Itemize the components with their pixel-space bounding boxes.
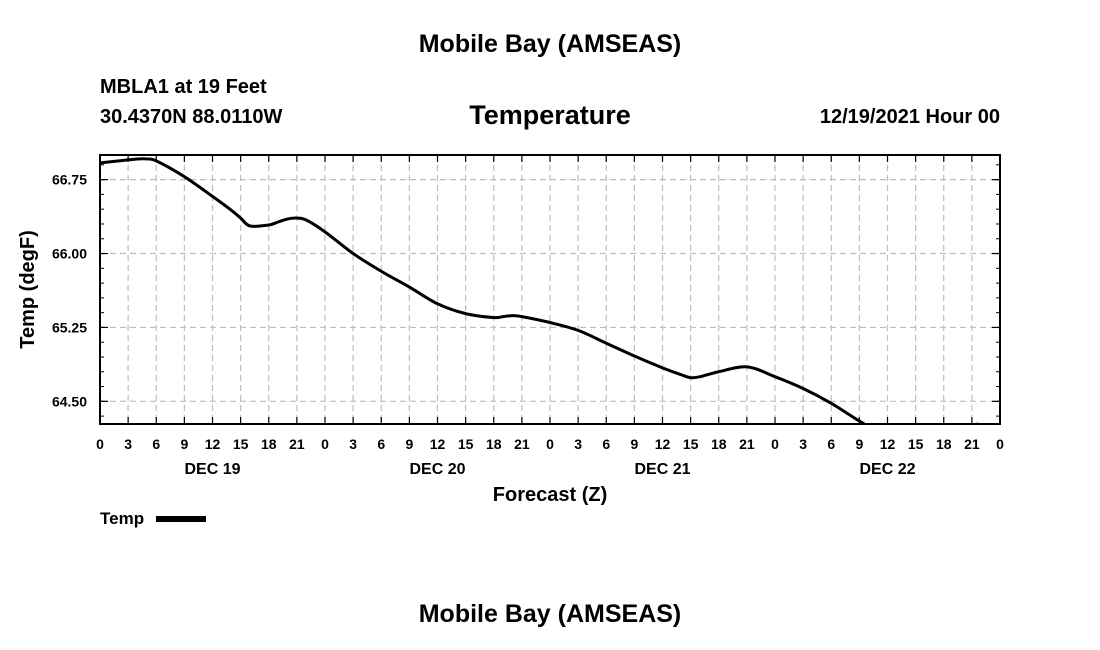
x-day-label: DEC 20	[409, 461, 465, 478]
x-axis-label: Forecast (Z)	[493, 484, 607, 506]
y-tick-label: 65.25	[52, 319, 87, 335]
x-tick-label: 18	[711, 436, 727, 452]
x-tick-label: 15	[683, 436, 699, 452]
x-tick-label: 15	[908, 436, 924, 452]
grid-lines	[100, 155, 1000, 424]
x-tick-label: 9	[405, 436, 413, 452]
x-tick-label: 9	[180, 436, 188, 452]
y-axis-label: Temp (degF)	[17, 230, 39, 349]
x-tick-label: 15	[458, 436, 474, 452]
legend-label: Temp	[100, 509, 145, 528]
x-tick-label: 12	[205, 436, 221, 452]
x-tick-label: 3	[799, 436, 807, 452]
x-tick-label: 0	[321, 436, 329, 452]
x-tick-label: 9	[630, 436, 638, 452]
x-tick-label: 18	[936, 436, 952, 452]
chart-title-top: Mobile Bay (AMSEAS)	[418, 30, 682, 58]
variable-title: Temperature	[469, 100, 631, 130]
plot-frame	[99, 154, 1001, 425]
x-tick-label: 6	[152, 436, 160, 452]
x-tick-label: 6	[602, 436, 610, 452]
x-tick-label: 9	[855, 436, 863, 452]
x-tick-label: 3	[124, 436, 132, 452]
x-tick-label: 3	[574, 436, 582, 452]
x-tick-label: 12	[430, 436, 446, 452]
series-line-temp	[99, 157, 988, 425]
x-day-label: DEC 21	[634, 461, 690, 478]
y-tick-label: 66.00	[52, 246, 87, 262]
x-tick-label: 18	[261, 436, 277, 452]
x-tick-label: 0	[996, 436, 1004, 452]
x-tick-label: 21	[514, 436, 530, 452]
x-tick-label: 3	[349, 436, 357, 452]
x-tick-label: 0	[771, 436, 779, 452]
coordinates-label: 30.4370N 88.0110W	[100, 106, 283, 128]
y-tick-label: 66.75	[52, 172, 87, 188]
x-tick-label: 18	[486, 436, 502, 452]
station-label: MBLA1 at 19 Feet	[100, 76, 267, 98]
x-tick-label: 21	[289, 436, 305, 452]
x-day-label: DEC 22	[859, 461, 915, 478]
forecast-datetime: 12/19/2021 Hour 00	[819, 106, 1000, 128]
x-tick-label: 21	[964, 436, 980, 452]
x-tick-label: 0	[546, 436, 554, 452]
x-tick-label: 21	[739, 436, 755, 452]
x-tick-label: 12	[655, 436, 671, 452]
x-tick-label: 0	[96, 436, 104, 452]
chart-title-bottom: Mobile Bay (AMSEAS)	[418, 600, 682, 628]
x-tick-label: 12	[880, 436, 896, 452]
series-group	[99, 157, 988, 425]
legend: Temp	[100, 509, 207, 529]
x-tick-label: 6	[827, 436, 835, 452]
y-tick-label: 64.50	[52, 393, 87, 409]
tick-labels: 0 3 6 9 12 15 18 21 0 3 6 9 12 15 18 21 0 3 6 9 12 15 18 21 0 3 6 9…	[52, 172, 1004, 478]
legend-swatch	[156, 516, 207, 522]
x-day-label: DEC 19	[184, 461, 240, 478]
x-tick-label: 15	[233, 436, 249, 452]
x-tick-label: 6	[377, 436, 385, 452]
